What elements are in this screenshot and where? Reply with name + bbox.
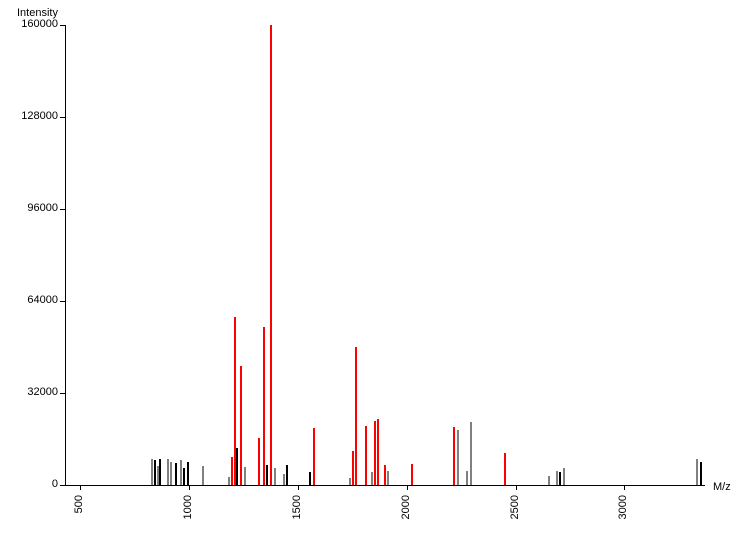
spectrum-peak bbox=[180, 460, 182, 485]
x-tick-label: 2500 bbox=[510, 495, 521, 519]
y-tick bbox=[60, 301, 65, 302]
y-tick-label: 32000 bbox=[10, 387, 58, 398]
spectrum-peak bbox=[167, 459, 169, 485]
x-tick bbox=[407, 485, 408, 490]
spectrum-peak bbox=[286, 465, 288, 485]
y-tick-label: 96000 bbox=[10, 203, 58, 214]
spectrum-peak bbox=[352, 451, 354, 485]
x-tick-label: 1000 bbox=[183, 495, 194, 519]
x-tick-label: 500 bbox=[74, 495, 85, 513]
x-tick-label: 3000 bbox=[618, 495, 629, 519]
spectrum-peak bbox=[313, 428, 315, 485]
spectrum-peak bbox=[700, 462, 702, 485]
spectrum-peak bbox=[270, 25, 272, 485]
y-tick bbox=[60, 485, 65, 486]
y-tick bbox=[60, 25, 65, 26]
spectrum-peak bbox=[374, 421, 376, 485]
spectrum-peak bbox=[154, 460, 156, 485]
spectrum-peak bbox=[244, 467, 246, 485]
spectrum-peak bbox=[470, 422, 472, 485]
spectrum-peak bbox=[563, 468, 565, 485]
y-tick-label: 0 bbox=[10, 479, 58, 490]
spectrum-peak bbox=[504, 453, 506, 485]
x-tick bbox=[80, 485, 81, 490]
y-tick-label: 160000 bbox=[10, 19, 58, 30]
x-tick-label: 2000 bbox=[401, 495, 412, 519]
spectrum-peak bbox=[263, 327, 265, 485]
spectrum-peak bbox=[365, 426, 367, 485]
x-tick-label: 1500 bbox=[292, 495, 303, 519]
y-axis bbox=[65, 25, 66, 485]
x-axis bbox=[65, 485, 705, 486]
spectrum-peak bbox=[157, 466, 159, 485]
spectrum-peak bbox=[258, 438, 260, 485]
spectrum-peak bbox=[466, 471, 468, 485]
y-tick bbox=[60, 117, 65, 118]
spectrum-peak bbox=[236, 448, 238, 485]
spectrum-peak bbox=[170, 462, 172, 485]
spectrum-peak bbox=[274, 468, 276, 485]
mass-spectrum-chart: Intensity M/z 03200064000960001280001600… bbox=[0, 0, 750, 540]
y-tick bbox=[60, 209, 65, 210]
spectrum-peak bbox=[556, 471, 558, 485]
spectrum-peak bbox=[266, 465, 268, 485]
x-tick bbox=[298, 485, 299, 490]
x-tick bbox=[189, 485, 190, 490]
spectrum-peak bbox=[411, 464, 413, 485]
spectrum-peak bbox=[384, 465, 386, 485]
x-tick bbox=[516, 485, 517, 490]
spectrum-peak bbox=[377, 419, 379, 485]
spectrum-peak bbox=[548, 476, 550, 485]
spectrum-peak bbox=[355, 347, 357, 485]
spectrum-peak bbox=[228, 477, 230, 485]
spectrum-peak bbox=[202, 466, 204, 485]
spectrum-peak bbox=[159, 459, 161, 485]
spectrum-peak bbox=[387, 471, 389, 485]
spectrum-peak bbox=[240, 366, 242, 485]
spectrum-peak bbox=[175, 463, 177, 485]
spectrum-peak bbox=[183, 468, 185, 485]
spectrum-peak bbox=[453, 427, 455, 485]
spectrum-peak bbox=[371, 472, 373, 485]
spectrum-peak bbox=[559, 472, 561, 485]
plot-area bbox=[65, 25, 705, 485]
x-tick bbox=[624, 485, 625, 490]
x-axis-title: M/z bbox=[713, 481, 731, 493]
y-tick-label: 64000 bbox=[10, 295, 58, 306]
spectrum-peak bbox=[187, 462, 189, 485]
spectrum-peak bbox=[457, 430, 459, 485]
spectrum-peak bbox=[309, 472, 311, 485]
y-tick bbox=[60, 393, 65, 394]
y-tick-label: 128000 bbox=[10, 111, 58, 122]
spectrum-peak bbox=[696, 459, 698, 485]
